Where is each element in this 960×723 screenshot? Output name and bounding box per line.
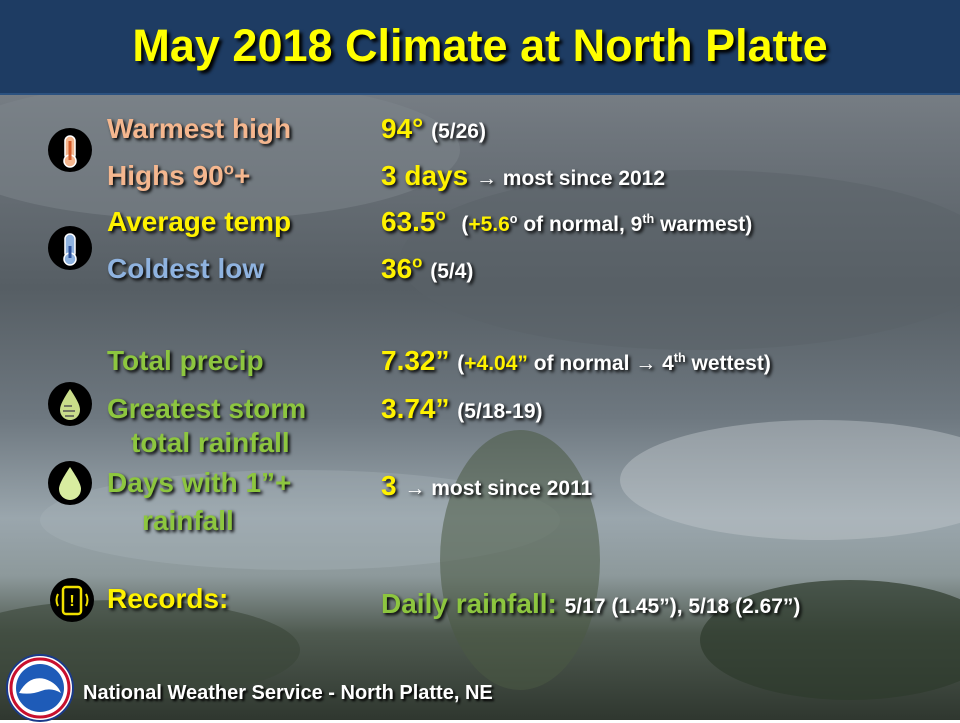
greatest-storm-dates: (5/18-19) bbox=[457, 400, 543, 423]
total-precip-label: Total precip bbox=[107, 345, 264, 376]
greatest-storm-label-line1: Greatest storm bbox=[107, 393, 307, 424]
total-precip-rank-suffix: th bbox=[673, 351, 686, 365]
average-temp-value: 63.5o (+5.6o of normal, 9th warmest) bbox=[381, 206, 752, 241]
warmest-high-temp: 94° bbox=[381, 113, 424, 144]
highs-90-degree: o bbox=[223, 159, 234, 179]
highs-90-days: 3 days bbox=[381, 160, 469, 191]
highs-90-value: 3 days → most since 2012 bbox=[381, 160, 665, 195]
svg-text:!: ! bbox=[69, 593, 74, 610]
records-label: Records: bbox=[107, 583, 229, 614]
total-precip-anomaly: +4.04” bbox=[464, 352, 528, 375]
average-temp-number: 63.5 bbox=[381, 206, 436, 237]
total-precip-paren: ( bbox=[457, 352, 465, 375]
highs-90-label: Highs 90o+ bbox=[107, 160, 250, 192]
average-temp-normal-text: of normal, 9 bbox=[517, 213, 643, 236]
days-1in-label-line1: Days with 1”+ bbox=[107, 467, 292, 498]
records-value: Daily rainfall: 5/17 (1.45”), 5/18 (2.67… bbox=[381, 588, 800, 623]
highs-90-detail: → most since 2012 bbox=[475, 167, 666, 190]
days-1in-detail: → most since 2011 bbox=[404, 477, 593, 500]
greatest-storm-value: 3.74” (5/18-19) bbox=[381, 393, 543, 428]
average-temp-rank-suffix: th bbox=[642, 212, 655, 226]
average-temp-label: Average temp bbox=[107, 206, 292, 237]
coldest-low-date: (5/4) bbox=[430, 260, 474, 283]
average-temp-rank-text: warmest) bbox=[654, 213, 753, 236]
total-precip-value: 7.32” (+4.04” of normal → 4th wettest) bbox=[381, 345, 771, 380]
title-bar bbox=[0, 0, 960, 95]
highs-90-label-post: + bbox=[233, 160, 251, 191]
warmest-high-value: 94° (5/26) bbox=[381, 113, 486, 148]
average-temp-detail: (+5.6o of normal, 9th warmest) bbox=[461, 213, 752, 236]
records-daily-rainfall-label: Daily rainfall: bbox=[381, 588, 557, 619]
coldest-low-value: 36o (5/4) bbox=[381, 253, 473, 288]
greatest-storm-label-line2: total rainfall bbox=[131, 427, 290, 458]
days-1in-value: 3 → most since 2011 bbox=[381, 470, 592, 505]
average-temp-anomaly: +5.6 bbox=[468, 213, 510, 236]
total-precip-rank-text: wettest) bbox=[685, 352, 771, 375]
warmest-high-date: (5/26) bbox=[431, 120, 486, 143]
average-temp-anomaly-degree: o bbox=[509, 212, 518, 226]
highs-90-label-pre: Highs 90 bbox=[107, 160, 224, 191]
nws-logo bbox=[6, 654, 74, 722]
alert-phone-icon: ! bbox=[50, 578, 94, 622]
average-temp-paren: ( bbox=[461, 213, 469, 236]
coldest-low-label: Coldest low bbox=[107, 253, 265, 284]
raindrop-icon bbox=[48, 461, 92, 505]
page-title: May 2018 Climate at North Platte bbox=[132, 20, 828, 71]
days-1in-label-line2: rainfall bbox=[142, 505, 234, 536]
coldest-low-temp: 36 bbox=[381, 253, 413, 284]
total-precip-normal-text: of normal → 4 bbox=[527, 352, 674, 375]
rain-gauge-drop-icon bbox=[48, 382, 92, 426]
greatest-storm-amount: 3.74” bbox=[381, 393, 450, 424]
average-temp-degree: o bbox=[435, 205, 446, 225]
records-daily-rainfall-detail: 5/17 (1.45”), 5/18 (2.67”) bbox=[564, 595, 801, 618]
thermometer-hot-icon bbox=[48, 128, 92, 172]
total-precip-detail: (+4.04” of normal → 4th wettest) bbox=[457, 352, 771, 375]
total-precip-amount: 7.32” bbox=[381, 345, 450, 376]
warmest-high-label: Warmest high bbox=[107, 113, 292, 144]
thermometer-cold-icon bbox=[48, 226, 92, 270]
coldest-low-degree: o bbox=[412, 252, 423, 272]
footer-text: National Weather Service - North Platte,… bbox=[83, 682, 493, 704]
days-1in-count: 3 bbox=[381, 470, 397, 501]
